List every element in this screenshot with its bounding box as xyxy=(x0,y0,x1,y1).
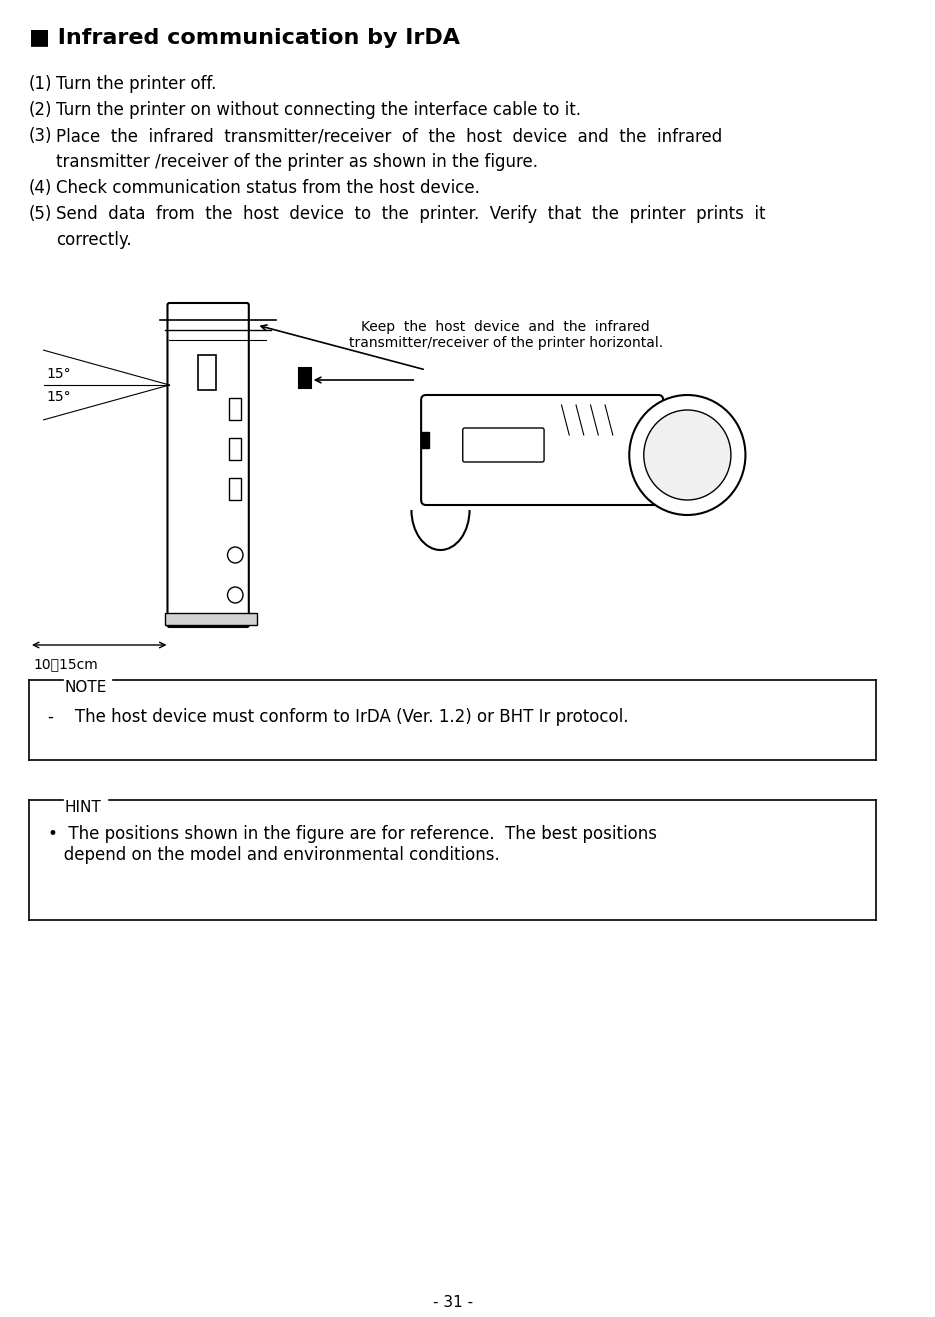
Text: -    The host device must conform to IrDA (Ver. 1.2) or BHT Ir protocol.: - The host device must conform to IrDA (… xyxy=(49,709,629,726)
Text: 15°: 15° xyxy=(47,390,71,404)
Circle shape xyxy=(629,395,745,515)
Text: Send  data  from  the  host  device  to  the  printer.  Verify  that  the  print: Send data from the host device to the pr… xyxy=(56,205,766,223)
Text: 15°: 15° xyxy=(47,367,71,381)
Circle shape xyxy=(644,410,731,500)
Text: (2): (2) xyxy=(29,101,52,119)
Text: NOTE: NOTE xyxy=(65,680,108,695)
FancyBboxPatch shape xyxy=(463,428,544,462)
Text: Check communication status from the host device.: Check communication status from the host… xyxy=(56,179,480,198)
FancyBboxPatch shape xyxy=(167,303,249,627)
Text: transmitter /receiver of the printer as shown in the figure.: transmitter /receiver of the printer as … xyxy=(56,153,539,171)
Text: Turn the printer off.: Turn the printer off. xyxy=(56,75,217,94)
Text: correctly.: correctly. xyxy=(56,230,132,249)
Text: (5): (5) xyxy=(29,205,52,223)
Text: Keep  the  host  device  and  the  infrared
transmitter/receiver of the printer : Keep the host device and the infrared tr… xyxy=(349,320,663,350)
Text: Turn the printer on without connecting the interface cable to it.: Turn the printer on without connecting t… xyxy=(56,101,582,119)
Bar xyxy=(299,367,310,389)
Circle shape xyxy=(227,547,243,562)
Bar xyxy=(421,432,429,448)
Bar xyxy=(165,612,256,626)
FancyBboxPatch shape xyxy=(421,395,663,504)
Bar xyxy=(229,478,241,500)
Circle shape xyxy=(227,587,243,603)
Text: HINT: HINT xyxy=(65,799,102,815)
Text: (1): (1) xyxy=(29,75,52,94)
Text: Place  the  infrared  transmitter/receiver  of  the  host  device  and  the  inf: Place the infrared transmitter/receiver … xyxy=(56,126,723,145)
Text: (3): (3) xyxy=(29,126,52,145)
Text: •  The positions shown in the figure are for reference.  The best positions
   d: • The positions shown in the figure are … xyxy=(49,824,657,864)
Text: 10～15cm: 10～15cm xyxy=(34,657,98,670)
Text: ■ Infrared communication by IrDA: ■ Infrared communication by IrDA xyxy=(29,28,460,47)
Bar xyxy=(198,356,216,390)
Bar xyxy=(229,439,241,460)
Text: (4): (4) xyxy=(29,179,52,198)
Text: - 31 -: - 31 - xyxy=(433,1295,473,1310)
Bar xyxy=(229,398,241,420)
